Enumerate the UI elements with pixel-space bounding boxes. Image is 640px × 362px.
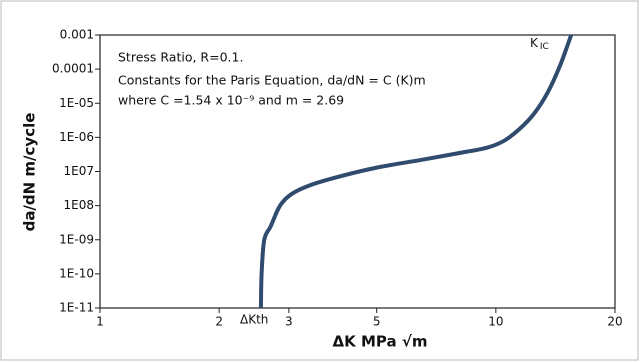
annotation: ΔKth	[240, 313, 268, 327]
y-tick-label: 1E-10	[59, 266, 94, 280]
x-tick-label: 10	[488, 315, 503, 329]
y-tick-label: 1E08	[64, 198, 95, 212]
annotation: K IC	[530, 36, 549, 52]
annotation: Stress Ratio, R=0.1.	[118, 50, 243, 65]
x-tick-label: 5	[373, 315, 381, 329]
y-tick-label: 0.0001	[52, 62, 94, 76]
annotation: K	[530, 36, 539, 50]
x-tick-label: 1	[96, 315, 104, 329]
y-tick-label: 1E-05	[59, 96, 94, 110]
x-axis-title: ΔK MPa √m	[333, 333, 428, 351]
y-tick-label: 1E-09	[59, 232, 94, 246]
y-tick-label: 1E-06	[59, 130, 94, 144]
crack-growth-curve	[258, 34, 574, 309]
annotation: where C =1.54 x 10⁻⁹ and m = 2.69	[118, 93, 344, 108]
y-tick-label: 0.001	[60, 28, 94, 42]
x-tick-label: 20	[607, 315, 622, 329]
y-axis-title: da/dN m/cycle	[21, 113, 39, 232]
x-tick-label: 3	[285, 315, 293, 329]
y-tick-label: 1E07	[64, 164, 95, 178]
annotation: Constants for the Paris Equation, da/dN …	[118, 73, 426, 88]
x-tick-label: 2	[215, 315, 223, 329]
y-tick-label: 1E-11	[59, 301, 94, 315]
annotation: IC	[540, 42, 549, 52]
